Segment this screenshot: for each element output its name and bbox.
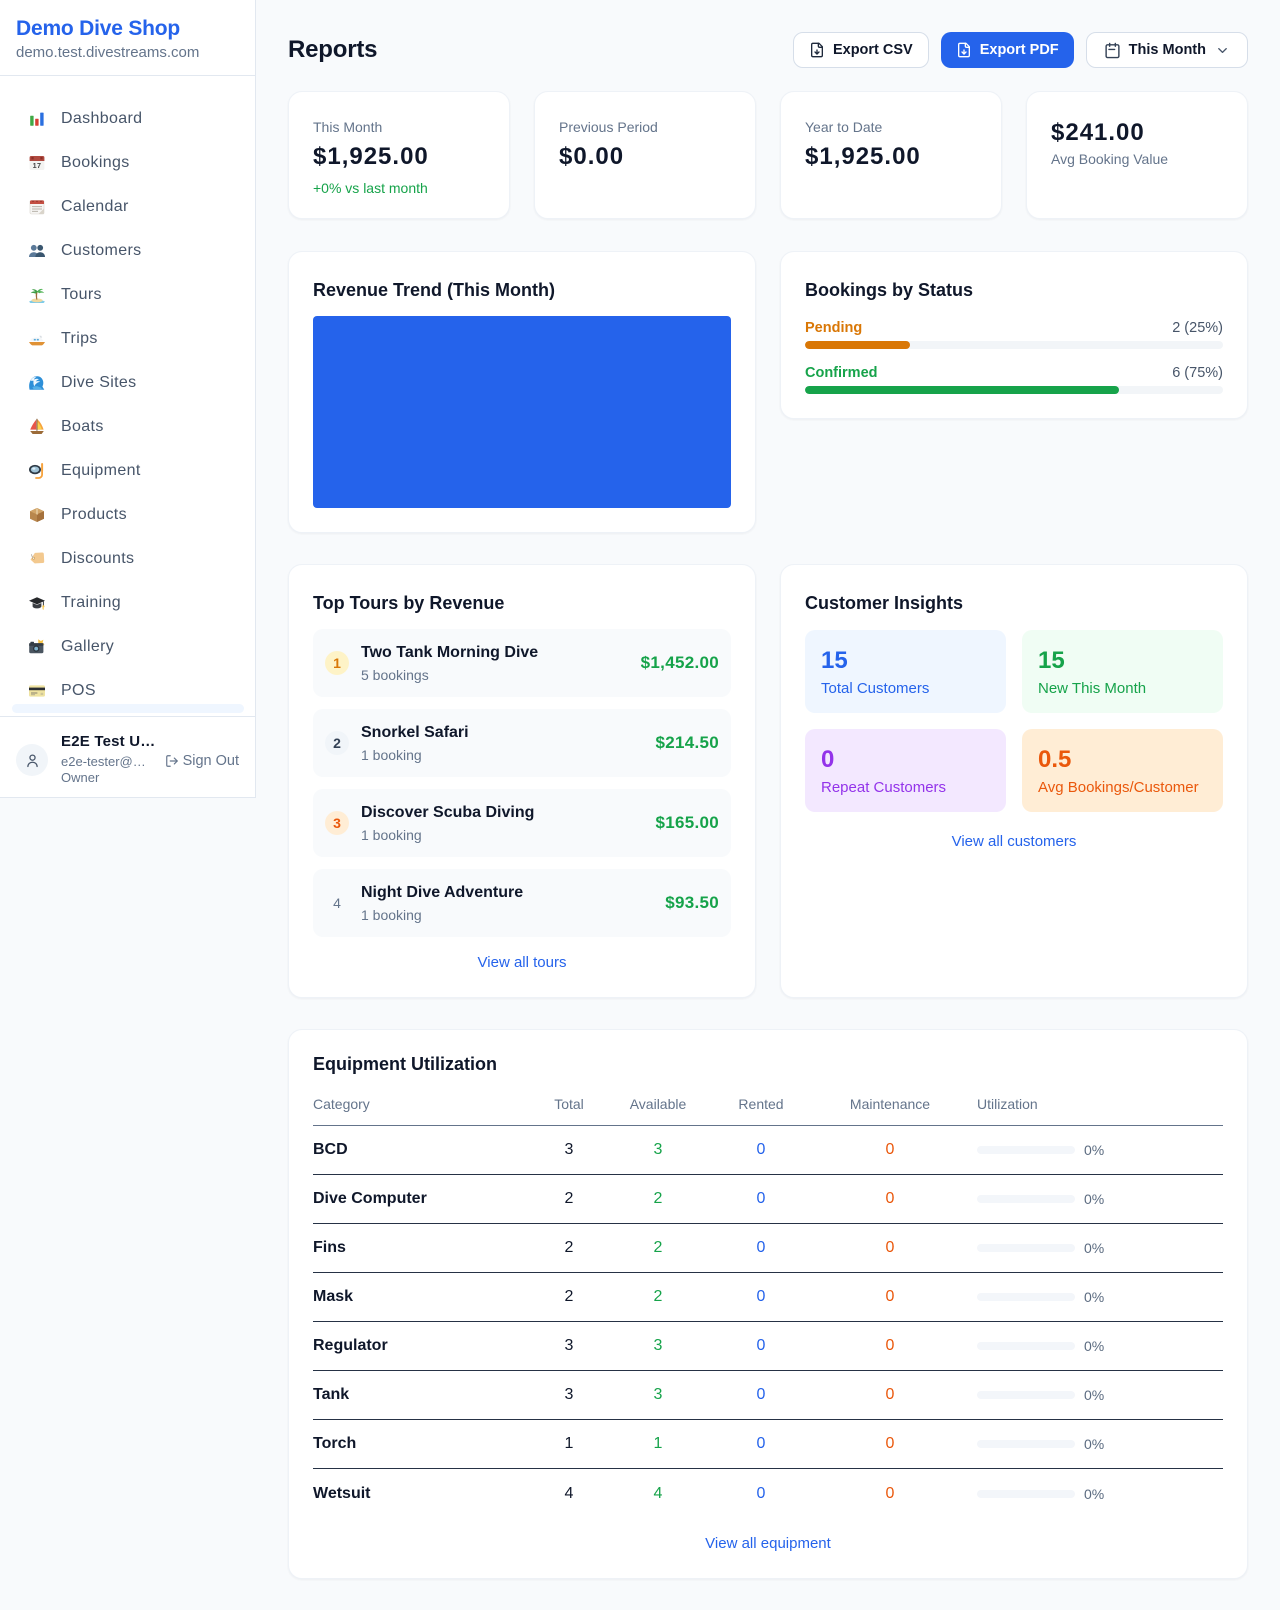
svg-text:17: 17: [33, 161, 42, 170]
